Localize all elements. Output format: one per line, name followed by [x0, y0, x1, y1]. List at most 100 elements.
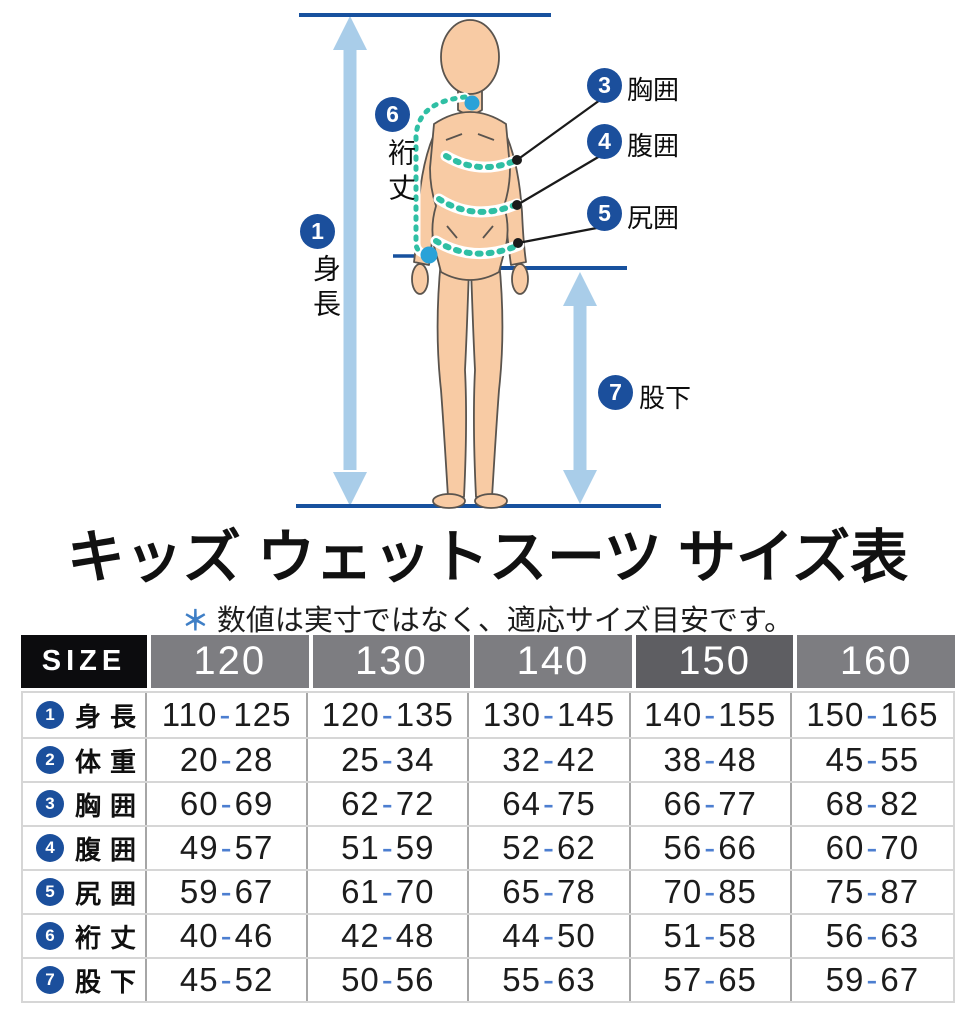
size-table-body: 1 身長 110-125 120-135 130-145 140-155 150-165 2 体… — [21, 691, 955, 1003]
label-sleeve: 裄丈 — [384, 138, 415, 208]
badge-height: 1 — [300, 214, 335, 249]
range-dash: - — [381, 741, 394, 778]
row-label-text: 身長 — [75, 701, 146, 732]
range-dash: - — [220, 785, 233, 822]
size-range-cell: 68-82 — [791, 783, 953, 825]
row-number-badge: 2 — [36, 746, 64, 774]
row-label-cell: 6 裄丈 — [23, 915, 147, 957]
size-range-cell: 59-67 — [791, 959, 953, 1001]
size-column-header: 140 — [470, 635, 632, 688]
range-dash: - — [704, 961, 717, 998]
size-column-header: 120 — [147, 635, 309, 688]
size-range-cell: 38-48 — [630, 739, 792, 781]
range-dash: - — [220, 873, 233, 910]
note: ＊ 数値は実寸ではなく、適応サイズ目安です。 — [0, 597, 975, 639]
table-row: 5 尻囲 59-67 61-70 65-78 70-85 75-87 — [23, 869, 953, 913]
range-dash: - — [866, 917, 879, 954]
row-label-text: 股下 — [75, 966, 146, 997]
row-label-cell: 4 腹囲 — [23, 827, 147, 869]
size-range-cell: 75-87 — [791, 871, 953, 913]
range-dash: - — [542, 785, 555, 822]
page-title: キッズ ウェットスーツ サイズ表 — [66, 525, 909, 590]
range-dash: - — [381, 873, 394, 910]
range-dash: - — [704, 741, 717, 778]
note-text: 数値は実寸ではなく、適応サイズ目安です。 — [216, 605, 794, 637]
row-label-text: 体重 — [75, 746, 146, 777]
row-number-badge: 1 — [36, 701, 64, 729]
asterisk-icon: ＊ — [181, 605, 209, 636]
range-dash: - — [704, 785, 717, 822]
pointer-lines — [516, 99, 603, 245]
size-range-cell: 120-135 — [308, 693, 470, 737]
girth-dotted-lines — [430, 150, 525, 259]
label-height: 身長 — [309, 254, 340, 324]
size-range-cell: 110-125 — [147, 693, 309, 737]
sleeve-marker-dots — [420, 95, 480, 264]
range-dash: - — [219, 696, 232, 733]
range-dash: - — [704, 696, 717, 733]
size-range-cell: 51-59 — [308, 827, 470, 869]
table-row: 3 胸囲 60-69 62-72 64-75 66-77 68-82 — [23, 781, 953, 825]
size-range-cell: 150-165 — [791, 693, 953, 737]
size-range-cell: 44-50 — [469, 915, 631, 957]
table-row: 1 身長 110-125 120-135 130-145 140-155 150-165 — [23, 693, 953, 737]
size-range-cell: 45-55 — [791, 739, 953, 781]
size-range-cell: 32-42 — [469, 739, 631, 781]
size-column-header: 130 — [308, 635, 471, 688]
range-dash: - — [381, 829, 394, 866]
size-range-cell: 65-78 — [469, 871, 631, 913]
table-row: 7 股下 45-52 50-56 55-63 57-65 59-67 — [23, 957, 953, 1001]
size-range-cell: 40-46 — [147, 915, 309, 957]
range-dash: - — [381, 917, 394, 954]
range-dash: - — [220, 829, 233, 866]
size-range-cell: 130-145 — [469, 693, 631, 737]
range-dash: - — [220, 741, 233, 778]
range-dash: - — [866, 696, 879, 733]
size-range-cell: 56-63 — [791, 915, 953, 957]
size-range-cell: 59-67 — [147, 871, 309, 913]
label-hip: 尻囲 — [627, 204, 680, 233]
height-arrow — [333, 16, 367, 506]
row-number-badge: 4 — [36, 834, 64, 862]
size-range-cell: 64-75 — [469, 783, 631, 825]
sleeve-dotted-line — [411, 92, 470, 258]
range-dash: - — [542, 961, 555, 998]
label-chest: 胸囲 — [627, 76, 680, 105]
size-range-cell: 49-57 — [147, 827, 309, 869]
badge-inseam: 7 — [598, 375, 633, 410]
range-dash: - — [542, 873, 555, 910]
body-figure — [411, 19, 529, 509]
row-label-text: 腹囲 — [75, 834, 146, 865]
row-label-cell: 1 身長 — [23, 693, 147, 737]
row-number-badge: 6 — [36, 922, 64, 950]
range-dash: - — [866, 741, 879, 778]
size-range-cell: 70-85 — [630, 871, 792, 913]
size-range-cell: 66-77 — [630, 783, 792, 825]
range-dash: - — [381, 785, 394, 822]
size-table: SIZE 120 130 140 150 160 1 身長 110-125 120-135 13… — [21, 635, 955, 1003]
row-label-text: 裄丈 — [75, 922, 146, 953]
range-dash: - — [704, 873, 717, 910]
badge-waist: 4 — [587, 124, 622, 159]
range-dash: - — [542, 917, 555, 954]
row-label-cell: 3 胸囲 — [23, 783, 147, 825]
size-table-header: SIZE 120 130 140 150 160 — [21, 635, 955, 688]
row-label-cell: 5 尻囲 — [23, 871, 147, 913]
size-range-cell: 55-63 — [469, 959, 631, 1001]
row-label-text: 胸囲 — [75, 790, 146, 821]
row-number-badge: 3 — [36, 790, 64, 818]
range-dash: - — [704, 829, 717, 866]
range-dash: - — [866, 785, 879, 822]
size-range-cell: 61-70 — [308, 871, 470, 913]
range-dash: - — [542, 741, 555, 778]
badge-sleeve: 6 — [375, 97, 410, 132]
size-range-cell: 42-48 — [308, 915, 470, 957]
row-number-badge: 7 — [36, 966, 64, 994]
size-range-cell: 25-34 — [308, 739, 470, 781]
size-range-cell: 45-52 — [147, 959, 309, 1001]
table-row: 6 裄丈 40-46 42-48 44-50 51-58 56-63 — [23, 913, 953, 957]
range-dash: - — [381, 696, 394, 733]
range-dash: - — [220, 917, 233, 954]
range-dash: - — [542, 829, 555, 866]
